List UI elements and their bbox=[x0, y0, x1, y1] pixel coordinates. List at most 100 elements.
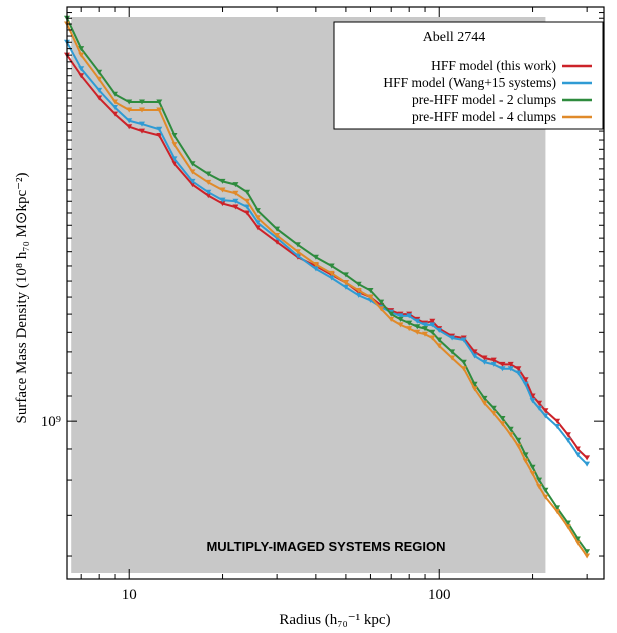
x-tick-label: 100 bbox=[428, 587, 451, 603]
data-point bbox=[254, 208, 261, 214]
data-point bbox=[312, 266, 319, 272]
data-point bbox=[244, 189, 251, 195]
data-point bbox=[388, 311, 395, 317]
data-point bbox=[139, 128, 145, 134]
data-point bbox=[436, 327, 443, 333]
data-point bbox=[584, 461, 591, 467]
data-point bbox=[490, 405, 497, 411]
data-point bbox=[460, 366, 467, 372]
data-point bbox=[205, 189, 212, 195]
data-point bbox=[294, 242, 301, 248]
data-point bbox=[96, 76, 103, 82]
tick-layer: 10 100 10⁹ bbox=[41, 6, 604, 603]
data-point bbox=[406, 320, 413, 326]
data-point bbox=[219, 187, 226, 193]
data-point bbox=[507, 426, 514, 432]
data-point bbox=[244, 210, 251, 216]
data-point bbox=[139, 121, 145, 127]
data-point bbox=[232, 182, 239, 188]
data-point bbox=[78, 52, 85, 58]
data-point bbox=[499, 421, 506, 427]
data-point bbox=[139, 107, 145, 113]
data-point bbox=[564, 524, 571, 530]
data-point bbox=[294, 253, 301, 259]
data-point bbox=[515, 437, 522, 443]
data-point bbox=[328, 263, 335, 269]
data-point bbox=[205, 171, 212, 177]
data-point bbox=[156, 126, 163, 132]
data-point bbox=[171, 133, 178, 138]
data-point bbox=[342, 272, 349, 278]
data-point bbox=[397, 313, 404, 319]
data-point bbox=[490, 410, 497, 416]
data-point bbox=[78, 46, 85, 52]
data-point bbox=[574, 452, 581, 458]
legend-label: HFF model (Wang+15 systems) bbox=[383, 75, 556, 90]
data-point bbox=[342, 284, 349, 290]
data-point bbox=[219, 178, 226, 184]
data-point bbox=[429, 322, 436, 328]
data-point bbox=[126, 99, 133, 105]
data-point bbox=[471, 386, 478, 392]
data-point bbox=[536, 484, 543, 490]
series-layer bbox=[64, 15, 591, 559]
data-point bbox=[388, 316, 395, 322]
data-point bbox=[449, 335, 456, 341]
data-point bbox=[232, 198, 239, 204]
data-point bbox=[171, 161, 178, 167]
legend-label: pre-HFF model - 2 clumps bbox=[412, 92, 556, 107]
data-point bbox=[584, 553, 591, 559]
data-point bbox=[471, 381, 478, 387]
data-point bbox=[274, 233, 281, 238]
data-point bbox=[542, 408, 549, 414]
data-point bbox=[422, 322, 428, 328]
legend-title: Abell 2744 bbox=[423, 30, 486, 45]
data-point bbox=[554, 418, 561, 424]
data-point bbox=[507, 366, 514, 372]
data-point bbox=[584, 455, 591, 461]
data-point bbox=[574, 536, 581, 542]
shaded-region-label: MULTIPLY-IMAGED SYSTEMS REGION bbox=[206, 539, 445, 554]
data-point bbox=[481, 400, 488, 406]
legend-label: pre-HFF model - 4 clumps bbox=[412, 109, 556, 124]
data-point bbox=[112, 111, 118, 117]
data-point bbox=[522, 377, 529, 383]
plot-frame bbox=[66, 6, 605, 580]
data-point bbox=[312, 262, 319, 267]
y-axis-label: Surface Mass Density (10⁸ h₇₀ M⊙kpc⁻²) bbox=[14, 172, 30, 423]
data-point bbox=[436, 343, 443, 349]
data-point bbox=[481, 359, 488, 365]
data-point bbox=[232, 190, 239, 196]
data-point bbox=[522, 381, 529, 387]
data-point bbox=[397, 322, 404, 328]
data-point bbox=[449, 355, 456, 361]
data-point bbox=[189, 169, 196, 175]
data-point bbox=[328, 275, 335, 281]
data-point bbox=[254, 220, 261, 226]
data-point bbox=[126, 107, 133, 113]
data-point bbox=[481, 355, 488, 361]
data-point bbox=[78, 73, 85, 79]
data-point bbox=[471, 349, 478, 355]
data-point bbox=[449, 349, 456, 355]
y-tick-label: 10⁹ bbox=[41, 414, 61, 430]
data-point bbox=[414, 318, 421, 324]
data-point bbox=[274, 226, 281, 232]
data-point bbox=[574, 540, 581, 546]
data-point bbox=[554, 505, 561, 511]
data-point bbox=[481, 395, 488, 401]
data-point bbox=[554, 424, 561, 429]
legend-items: HFF model (this work) HFF model (Wang+15 … bbox=[383, 58, 592, 124]
data-point bbox=[529, 398, 536, 404]
data-point bbox=[232, 204, 239, 210]
data-point bbox=[342, 280, 349, 286]
data-point bbox=[328, 270, 335, 276]
data-point bbox=[564, 437, 571, 443]
data-point bbox=[205, 193, 212, 199]
data-point bbox=[355, 292, 362, 298]
data-point bbox=[397, 316, 404, 322]
data-point bbox=[112, 99, 118, 105]
data-point bbox=[460, 359, 467, 365]
data-point bbox=[244, 204, 251, 210]
data-point bbox=[515, 370, 522, 376]
